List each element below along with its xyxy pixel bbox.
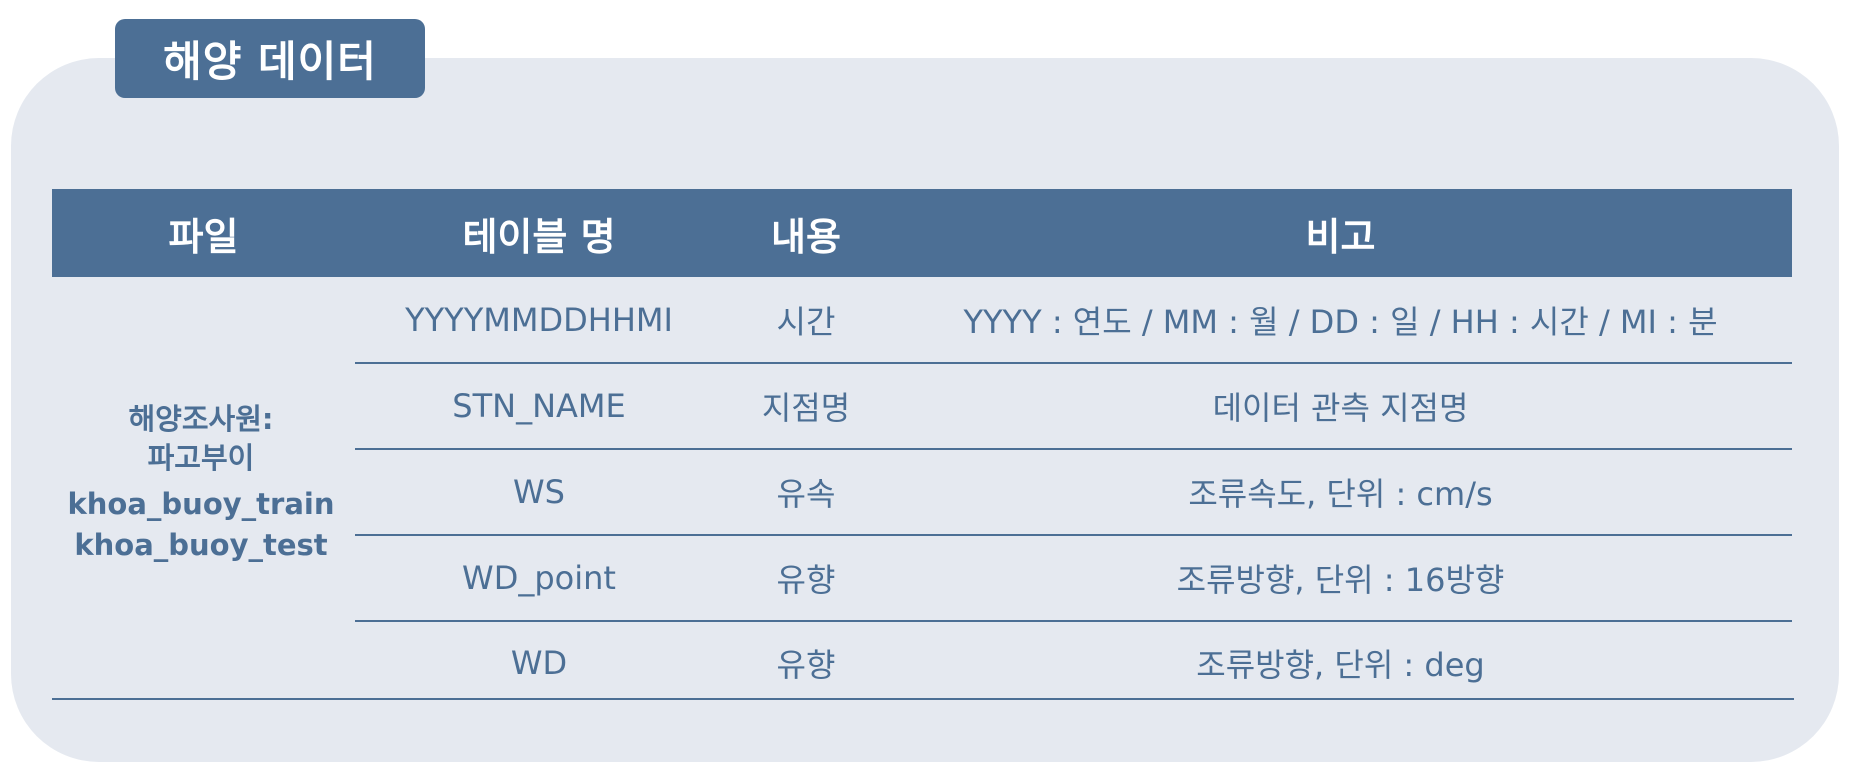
file-name-test: khoa_buoy_test — [74, 528, 328, 562]
cell-note: 조류방향, 단위 : deg — [1196, 645, 1485, 684]
cell-content: 유속 — [776, 474, 836, 513]
cell-content: 지점명 — [761, 388, 851, 427]
cell-note: 조류방향, 단위 : 16방향 — [1176, 560, 1505, 599]
table-row: STN_NAME 지점명 데이터 관측 지점명 — [355, 363, 1792, 450]
content-panel — [11, 58, 1839, 762]
cell-table-name: STN_NAME — [452, 386, 626, 425]
header-note: 비고 — [1305, 214, 1376, 259]
table-row: WD 유향 조류방향, 단위 : deg — [355, 620, 1792, 705]
file-source-line2: 파고부이 — [147, 441, 255, 475]
header-table-name: 테이블 명 — [462, 214, 616, 259]
file-source-line1: 해양조사원: — [128, 402, 274, 436]
cell-table-name: WS — [513, 472, 565, 511]
cell-content: 시간 — [776, 302, 836, 341]
cell-note: YYYY : 연도 / MM : 월 / DD : 일 / HH : 시간 / … — [963, 302, 1718, 341]
cell-note: 조류속도, 단위 : cm/s — [1188, 474, 1493, 513]
header-content: 내용 — [771, 214, 841, 259]
cell-content: 유향 — [776, 560, 836, 599]
header-file: 파일 — [168, 214, 239, 259]
table-header: 파일 테이블 명 내용 비고 — [52, 189, 1792, 277]
file-name-train: khoa_buoy_train — [67, 487, 335, 521]
cell-note: 데이터 관측 지점명 — [1212, 388, 1469, 427]
table-row: WS 유속 조류속도, 단위 : cm/s — [355, 449, 1792, 536]
cell-table-name: WD — [510, 643, 568, 682]
table-bottom-rule — [52, 698, 1794, 700]
cell-content: 유향 — [776, 645, 836, 684]
cell-table-name: WD_point — [462, 558, 616, 597]
section-title: 해양 데이터 — [115, 19, 425, 98]
table-row: YYYYMMDDHHMI 시간 YYYY : 연도 / MM : 월 / DD … — [355, 277, 1792, 364]
table-row: WD_point 유향 조류방향, 단위 : 16방향 — [355, 535, 1792, 622]
cell-table-name: YYYYMMDDHHMI — [405, 300, 673, 339]
file-cell: 해양조사원: 파고부이 khoa_buoy_train khoa_buoy_te… — [52, 400, 350, 566]
